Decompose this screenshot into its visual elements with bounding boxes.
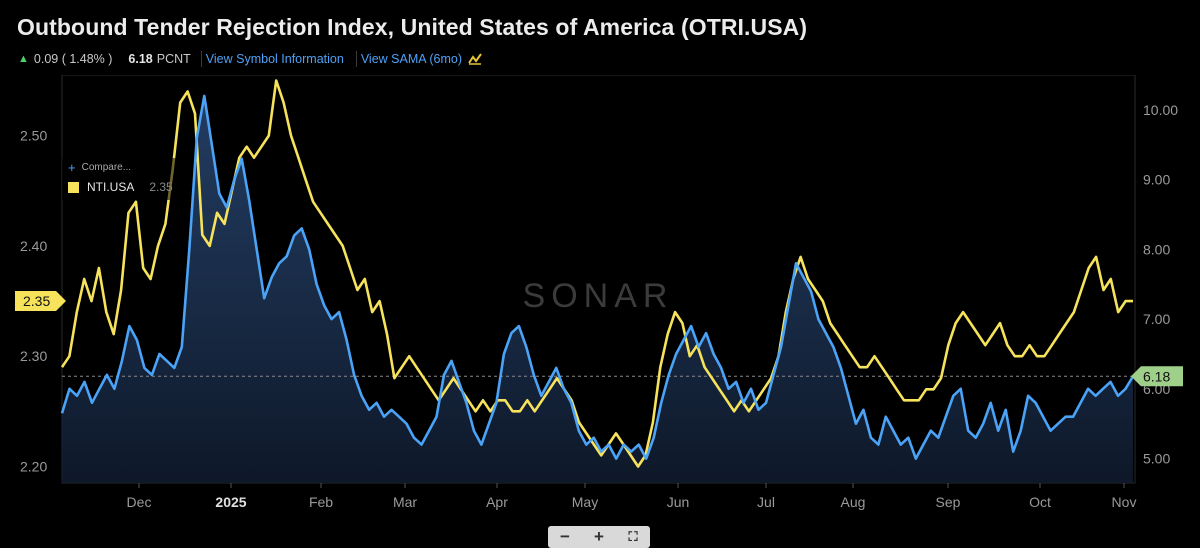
right-tick-label: 5.00: [1143, 451, 1170, 467]
otri-area: [62, 95, 1133, 484]
sama-icon[interactable]: [468, 53, 482, 65]
unit-label: PCNT: [156, 52, 191, 66]
right-tick-label: 9.00: [1143, 172, 1170, 188]
zoom-in-button[interactable]: +: [594, 527, 604, 546]
divider: [355, 51, 357, 67]
sonar-watermark: SONAR: [523, 277, 674, 315]
quote-bar: ▲ 0.09 ( 1.48% ) 6.18 PCNT View Symbol I…: [18, 50, 482, 68]
arrow-up-icon: ▲: [18, 53, 29, 65]
otri-last-label: 6.18: [1143, 368, 1170, 384]
line-chart[interactable]: SONAR 2.50 2.40 2.30 2.20 10.00 9.00 8.00 7.00 6…: [0, 75, 1200, 526]
compare-label: Compare...: [81, 162, 132, 173]
x-tick-label: Apr: [486, 494, 508, 510]
x-tick-label: Oct: [1029, 494, 1051, 510]
x-tick-label: Jun: [667, 494, 690, 510]
chart-area[interactable]: SONAR 2.50 2.40 2.30 2.20 10.00 9.00 8.00 7.00 6…: [0, 75, 1200, 548]
series-group: [60, 79, 1135, 468]
otri-series-line: [60, 94, 1135, 460]
nti-last-badge: [15, 291, 66, 312]
zoom-out-button[interactable]: −: [560, 527, 570, 546]
legend-swatch: [68, 181, 79, 193]
zoom-controls: − + ⛶: [548, 526, 650, 548]
nti-last-label: 2.35: [23, 293, 50, 309]
fit-screen-button[interactable]: ⛶: [628, 529, 638, 544]
right-tick-label: 8.00: [1143, 241, 1170, 257]
left-tick-label: 2.30: [20, 348, 47, 364]
view-sama-link[interactable]: View SAMA (6mo): [360, 52, 463, 66]
x-tick-label: Sep: [936, 494, 961, 510]
last-value: 6.18: [128, 52, 153, 66]
view-symbol-info-link[interactable]: View Symbol Information: [205, 52, 344, 66]
x-tick-label: Jul: [757, 494, 775, 510]
nti-series-line: [60, 79, 1133, 468]
x-tick-label: May: [572, 494, 598, 510]
plus-icon: +: [68, 159, 76, 175]
last-value-badges: 2.35 6.18: [15, 291, 1183, 387]
x-tick-label: Feb: [309, 494, 333, 510]
change-value: 0.09 ( 1.48% ): [33, 52, 113, 66]
x-tick-label: Mar: [393, 494, 417, 510]
compare-button[interactable]: + Compare...: [68, 159, 132, 175]
x-tick-label: Dec: [127, 494, 152, 510]
right-tick-label: 10.00: [1143, 102, 1178, 118]
divider: [200, 51, 202, 67]
x-tick-label: Nov: [1112, 494, 1137, 510]
otri-last-badge: [1131, 366, 1183, 387]
x-tick-label: Aug: [841, 494, 866, 510]
left-tick-label: 2.40: [20, 238, 47, 254]
left-tick-label: 2.20: [20, 458, 47, 474]
left-tick-label: 2.50: [20, 128, 47, 144]
legend-name: NTI.USA: [87, 180, 135, 194]
right-tick-label: 7.00: [1143, 311, 1170, 327]
x-tick-label: 2025: [215, 494, 246, 510]
axes: 2.502.402.302.2010.009.008.007.006.005.0…: [20, 102, 1178, 510]
compare-panel: + Compare... NTI.USA 2.35: [62, 158, 180, 200]
legend-value: 2.35: [149, 180, 173, 194]
legend-item-nti[interactable]: NTI.USA 2.35: [68, 180, 173, 194]
page-title: Outbound Tender Rejection Index, United …: [17, 14, 808, 40]
header: Outbound Tender Rejection Index, United …: [0, 0, 1200, 75]
